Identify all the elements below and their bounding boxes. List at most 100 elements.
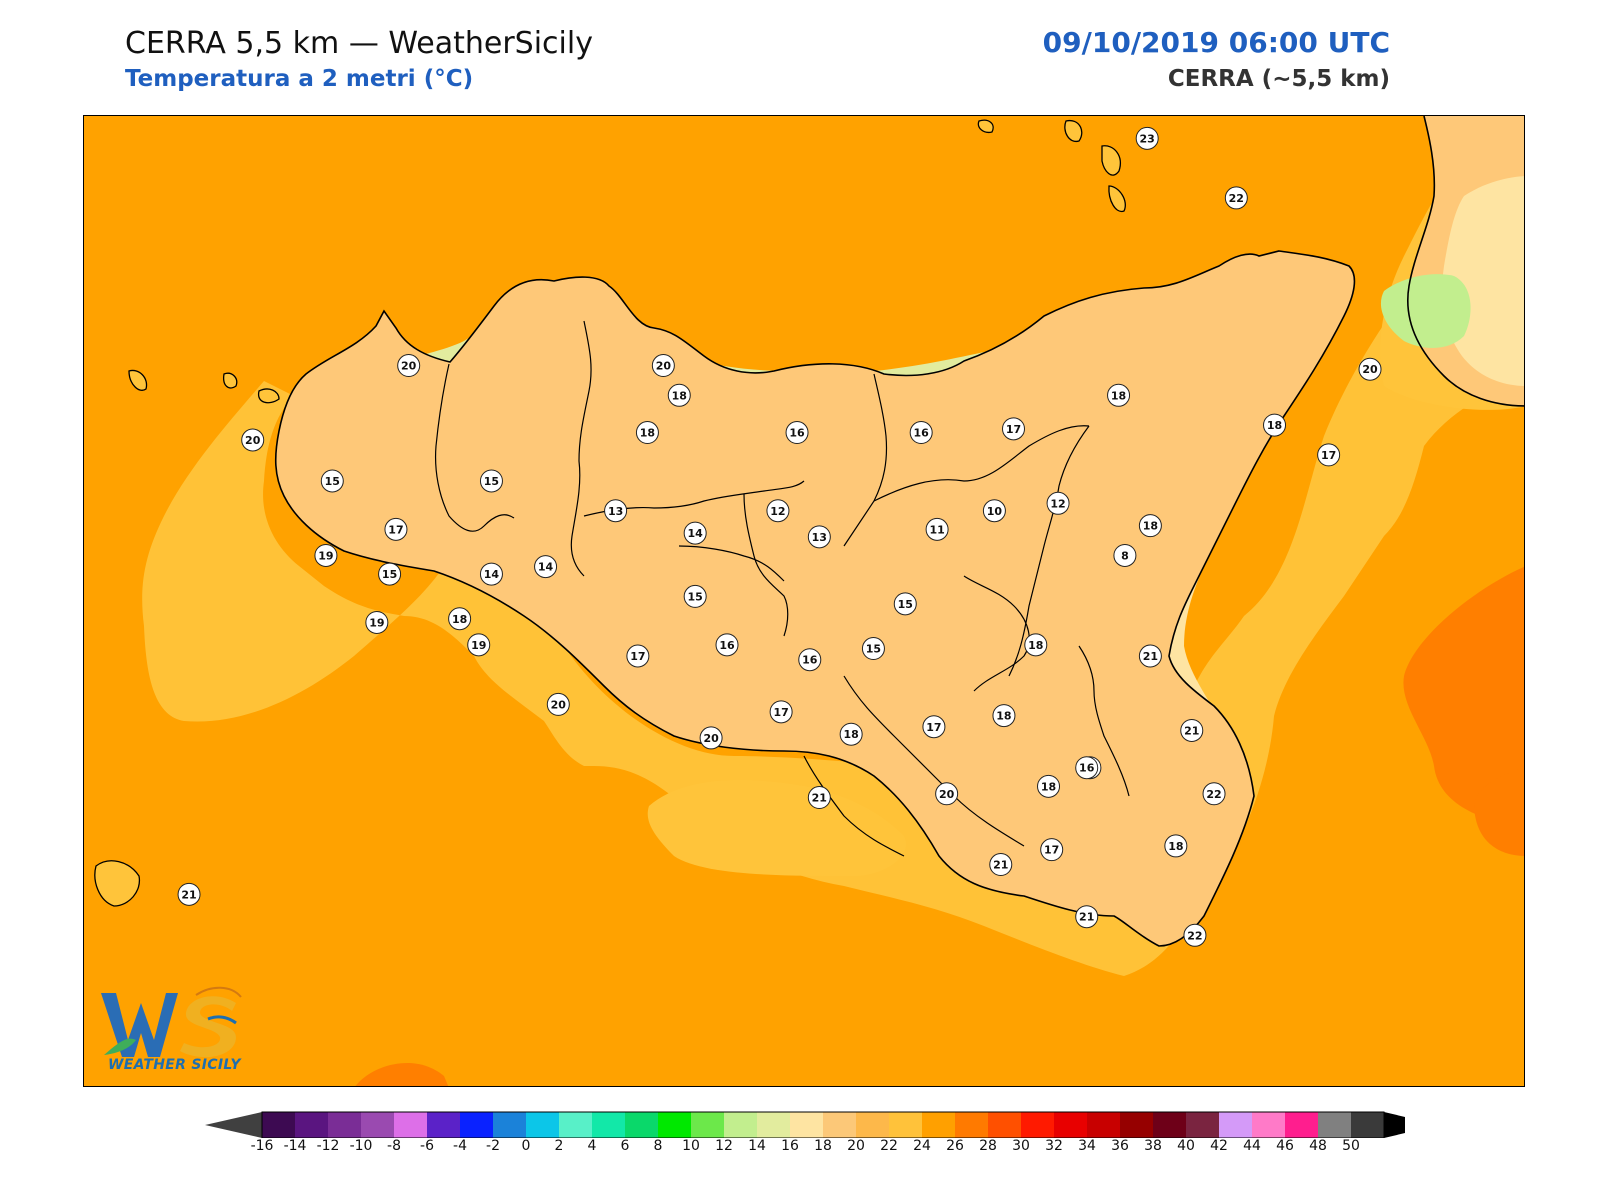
station-value: 18 — [640, 427, 655, 440]
colorbar-cell — [1186, 1112, 1219, 1138]
station-marker: 8 — [1113, 543, 1137, 567]
station-value: 14 — [688, 527, 704, 540]
colorbar-tick-label: 18 — [814, 1138, 832, 1154]
station-value: 18 — [1028, 639, 1043, 652]
station-marker: 21 — [1138, 644, 1162, 668]
station-value: 18 — [1143, 520, 1158, 533]
station-marker: 12 — [1046, 491, 1070, 515]
station-circle — [1183, 923, 1207, 947]
station-value: 12 — [770, 505, 785, 518]
station-marker: 18 — [448, 607, 472, 631]
station-marker: 23 — [1135, 126, 1159, 150]
station-value: 20 — [1362, 363, 1378, 376]
colorbar-tick-label: 12 — [715, 1138, 733, 1154]
station-circle — [397, 354, 421, 378]
colorbar-cell — [328, 1112, 361, 1138]
lipari-island — [977, 119, 994, 134]
station-circle — [699, 726, 723, 750]
station-marker: 17 — [922, 715, 946, 739]
station-marker: 20 — [1358, 357, 1382, 381]
station-value: 15 — [484, 475, 499, 488]
colorbar-tick-label: 8 — [653, 1138, 663, 1154]
colorbar-cell — [790, 1112, 823, 1138]
station-value: 15 — [382, 568, 397, 581]
colorbar-cell — [955, 1112, 988, 1138]
station-value: 20 — [656, 360, 672, 373]
station-circle — [448, 607, 472, 631]
colorbar-cell — [394, 1112, 427, 1138]
station-circle — [992, 704, 1016, 728]
station-circle — [320, 469, 344, 493]
station-value: 16 — [719, 639, 735, 652]
station-value: 17 — [1321, 449, 1336, 462]
colorbar-cell — [1252, 1112, 1285, 1138]
station-marker: 17 — [626, 644, 650, 668]
station-circle — [769, 700, 793, 724]
colorbar-cell — [856, 1112, 889, 1138]
station-markers: 23 22 20 20 18 20 15 15 18 16 16 17 18 18 17 20 13 14 12 13… — [177, 126, 1382, 947]
station-marker: 17 — [1040, 838, 1064, 862]
colorbar-cell — [262, 1112, 295, 1138]
station-marker: 18 — [1263, 413, 1287, 437]
station-circle — [1075, 905, 1099, 929]
colorbar-cell — [295, 1112, 328, 1138]
colorbar-tick-label: 32 — [1045, 1138, 1063, 1154]
station-value: 20 — [245, 434, 261, 447]
colorbar-cell — [1351, 1112, 1384, 1138]
station-circle — [1113, 543, 1137, 567]
colorbar-labels: -16 -14 -12 -10 -8 -6 -4 -2 0 2 4 6 8 10 12 14 16 18 20 22 2… — [0, 1138, 1600, 1162]
colorbar-cell — [559, 1112, 592, 1138]
colorbar-cell — [691, 1112, 724, 1138]
station-circle — [893, 592, 917, 616]
station-value: 18 — [1168, 840, 1183, 853]
colorbar-tick-label: -4 — [453, 1138, 467, 1154]
station-value: 17 — [773, 706, 788, 719]
station-marker: 18 — [1107, 383, 1131, 407]
colorbar-cell — [592, 1112, 625, 1138]
station-circle — [1202, 782, 1226, 806]
station-marker: 20 — [397, 354, 421, 378]
station-circle — [785, 421, 809, 445]
station-value: 22 — [1229, 192, 1244, 205]
station-value: 14 — [484, 568, 500, 581]
colorbar-tick-label: 20 — [847, 1138, 865, 1154]
station-value: 13 — [608, 505, 623, 518]
station-value: 18 — [1267, 419, 1282, 432]
colorbar-cell — [493, 1112, 526, 1138]
station-marker: 20 — [546, 692, 570, 716]
station-marker: 10 — [982, 499, 1006, 523]
colorbar-cell — [361, 1112, 394, 1138]
station-circle — [479, 469, 503, 493]
station-marker: 17 — [384, 517, 408, 541]
warm-sea-patch — [355, 1063, 449, 1086]
colorbar-tick-label: 22 — [880, 1138, 898, 1154]
colorbar-tick-label: 36 — [1111, 1138, 1129, 1154]
station-circle — [1107, 383, 1131, 407]
colorbar-cell — [658, 1112, 691, 1138]
colorbar-cell — [1021, 1112, 1054, 1138]
colorbar-tick-label: 30 — [1012, 1138, 1030, 1154]
colorbar-tick-label: 40 — [1177, 1138, 1195, 1154]
map-title: CERRA 5,5 km — WeatherSicily — [125, 26, 593, 61]
station-value: 19 — [369, 616, 384, 629]
station-circle — [909, 421, 933, 445]
station-value: 17 — [926, 721, 941, 734]
station-value: 21 — [993, 859, 1008, 872]
station-marker: 16 — [1075, 756, 1099, 780]
colorbar-frame — [261, 1111, 1385, 1138]
station-circle — [989, 853, 1013, 877]
station-circle — [807, 786, 831, 810]
station-value: 12 — [1050, 497, 1065, 510]
colorbar-under-arrow — [205, 1112, 262, 1138]
station-marker: 18 — [1024, 633, 1048, 657]
colorbar-tick-label: 10 — [682, 1138, 700, 1154]
warm-sea-patch — [1474, 766, 1524, 856]
colorbar-tick-label: 0 — [521, 1138, 531, 1154]
station-value: 11 — [929, 523, 944, 536]
station-value: 22 — [1206, 788, 1221, 801]
station-marker: 15 — [683, 584, 707, 608]
station-marker: 20 — [651, 354, 675, 378]
station-value: 23 — [1140, 132, 1155, 145]
station-marker: 18 — [667, 383, 691, 407]
station-value: 18 — [1041, 780, 1056, 793]
